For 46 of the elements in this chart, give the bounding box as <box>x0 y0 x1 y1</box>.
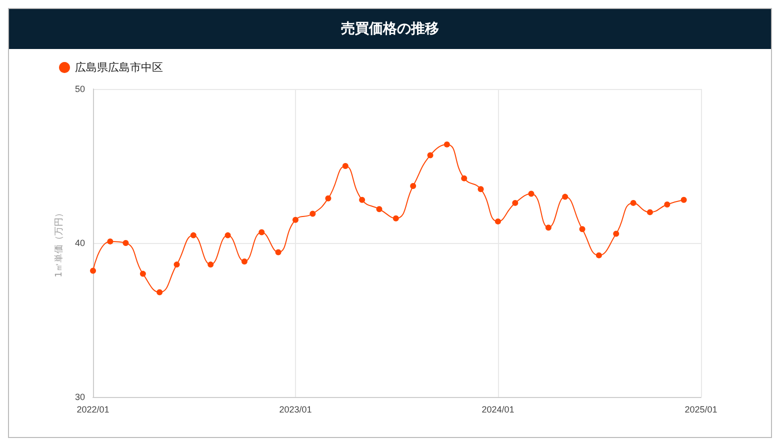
y-axis-title: 1㎡単価（万円） <box>54 208 65 278</box>
chart-title: 売買価格の推移 <box>9 9 771 49</box>
point <box>562 194 568 200</box>
point <box>310 210 316 217</box>
y-tick-label: 30 <box>74 392 85 402</box>
point <box>461 175 468 182</box>
x-tick-label: 2022/01 <box>76 404 110 414</box>
x-tick-label: 2023/01 <box>279 404 312 414</box>
point <box>107 238 114 244</box>
point <box>680 196 687 203</box>
point <box>545 224 552 231</box>
point <box>579 226 586 232</box>
point <box>156 289 163 296</box>
point <box>174 262 180 268</box>
x-tick-label: 2024/01 <box>482 404 514 414</box>
legend-label: 広島県広島市中区 <box>75 61 163 74</box>
y-tick-label: 40 <box>74 238 85 248</box>
point <box>630 200 636 206</box>
point <box>325 195 332 202</box>
y-tick-label: 50 <box>74 84 85 94</box>
point <box>241 258 248 264</box>
point <box>596 252 602 258</box>
point <box>292 216 298 223</box>
point <box>224 232 231 238</box>
point <box>512 200 518 206</box>
point <box>208 262 214 268</box>
point <box>444 141 450 148</box>
point <box>646 209 653 216</box>
point <box>528 190 534 197</box>
x-tick-label: 2025/01 <box>684 404 718 414</box>
point <box>140 270 146 277</box>
point <box>427 152 434 158</box>
point <box>410 183 416 190</box>
point <box>90 268 96 274</box>
point <box>664 202 670 208</box>
point <box>359 196 366 203</box>
point <box>494 218 501 224</box>
point <box>275 249 282 256</box>
point <box>258 229 265 236</box>
point <box>613 230 620 237</box>
point <box>342 163 348 169</box>
point <box>122 240 129 246</box>
point <box>376 206 382 212</box>
point <box>478 186 484 192</box>
point <box>190 232 196 238</box>
point <box>392 215 399 222</box>
